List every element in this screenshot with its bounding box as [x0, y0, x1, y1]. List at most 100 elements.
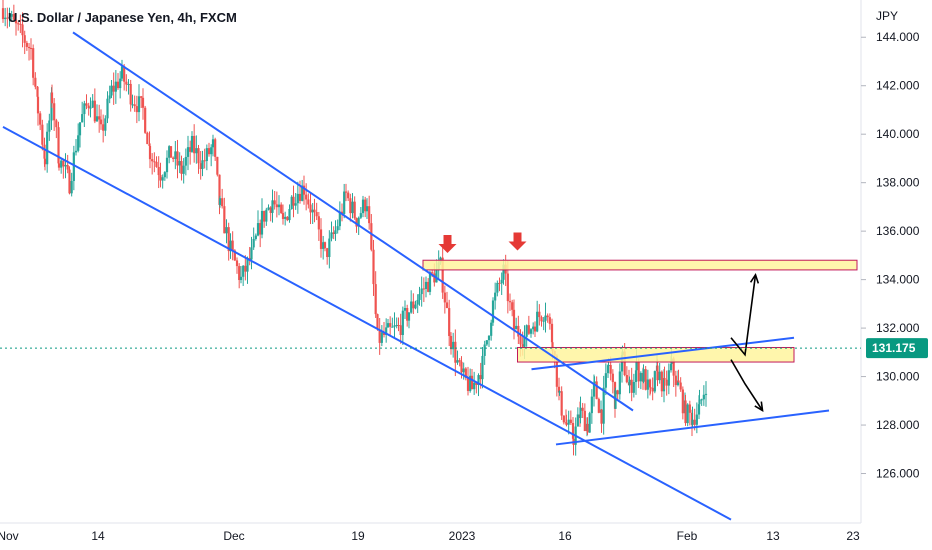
candle-body [326, 248, 329, 258]
candle-body [646, 379, 649, 390]
candle-body [281, 213, 285, 219]
candle-body [99, 119, 103, 125]
candle-body [401, 310, 404, 336]
candle-body [445, 302, 449, 309]
candle-body [168, 146, 171, 158]
candle-body [248, 257, 251, 260]
candle-body [93, 100, 96, 122]
candle-body [265, 209, 268, 222]
candle-body [475, 382, 478, 385]
candle-body [490, 322, 493, 336]
candle-body [70, 181, 73, 194]
candle-body [182, 165, 185, 174]
candle-body [203, 160, 206, 162]
candle-body [389, 323, 392, 327]
candle-body [469, 375, 472, 391]
candle-body [642, 369, 645, 382]
candle-body [464, 368, 467, 379]
candle-body [544, 315, 547, 321]
candle-body [317, 216, 320, 230]
candle-body [280, 204, 283, 214]
candle-body [98, 116, 101, 120]
candle-body [441, 257, 444, 293]
candle-body [581, 407, 584, 411]
candle-body [431, 272, 434, 274]
candle-body [125, 81, 128, 85]
candle-body [511, 302, 514, 310]
candle-body [14, 19, 18, 24]
candle-body [593, 381, 596, 384]
candle-body [267, 207, 270, 210]
candle-body [197, 148, 200, 164]
candle-body [681, 389, 684, 414]
candle-body [656, 365, 659, 381]
candle-body [223, 206, 226, 234]
candle-body [567, 419, 570, 425]
candle-body [658, 371, 661, 381]
candle-body [114, 81, 117, 92]
candle-body [653, 371, 656, 392]
candle-body [368, 206, 371, 224]
x-tick-label: 2023 [449, 529, 476, 543]
candle-body [702, 394, 705, 400]
projection-arrowhead [754, 401, 764, 413]
candle-body [428, 272, 432, 292]
candle-body [452, 341, 455, 350]
x-tick-label: 13 [766, 529, 780, 543]
candle-body [485, 340, 488, 345]
candle-body [637, 362, 640, 382]
price-unit: JPY [876, 9, 898, 23]
candle-body [663, 377, 666, 380]
y-tick-label: 136.000 [876, 224, 920, 238]
candle-body [199, 163, 202, 169]
candle-body [78, 122, 82, 136]
candle-body [91, 100, 94, 108]
candle-body [630, 379, 633, 393]
candle-body [263, 210, 266, 222]
candle-body [23, 35, 26, 43]
candle-body [256, 223, 260, 236]
candle-body [586, 423, 589, 433]
candle-body [542, 320, 545, 322]
candle-body [649, 387, 652, 389]
candle-body [180, 161, 183, 174]
candle-body [127, 83, 130, 85]
candle-body [483, 344, 486, 356]
candle-body [669, 363, 673, 371]
x-tick-label: Dec [223, 529, 244, 543]
candle-body [27, 46, 31, 49]
y-tick-label: 134.000 [876, 273, 920, 287]
y-tick-label: 132.000 [876, 321, 920, 335]
candle-body [238, 266, 241, 281]
candle-body [632, 382, 635, 393]
x-tick-label: 16 [558, 529, 572, 543]
candle-body [500, 279, 503, 284]
candle-body [623, 351, 626, 376]
candle-body [184, 156, 187, 166]
candle-body [186, 147, 190, 157]
projection-path [730, 359, 764, 411]
candle-body [275, 204, 278, 208]
candle-body [590, 396, 593, 414]
candle-body [284, 216, 287, 219]
candle-body [456, 360, 459, 363]
candle-body [239, 276, 243, 281]
candle-body [635, 362, 638, 371]
candle-body [307, 199, 310, 205]
candle-body [8, 16, 11, 19]
candle-body [517, 325, 520, 337]
candle-body [460, 361, 463, 373]
candle-body [700, 399, 703, 401]
candle-body [420, 288, 423, 295]
candle-body [85, 103, 88, 106]
candle-body [385, 327, 388, 335]
candle-body [443, 292, 446, 303]
candle-body [102, 124, 105, 131]
candle-body [407, 312, 411, 321]
candle-body [548, 317, 551, 324]
candle-body [525, 325, 528, 337]
candle-body [448, 308, 451, 337]
candle-body [433, 273, 436, 283]
candle-body [89, 107, 92, 109]
